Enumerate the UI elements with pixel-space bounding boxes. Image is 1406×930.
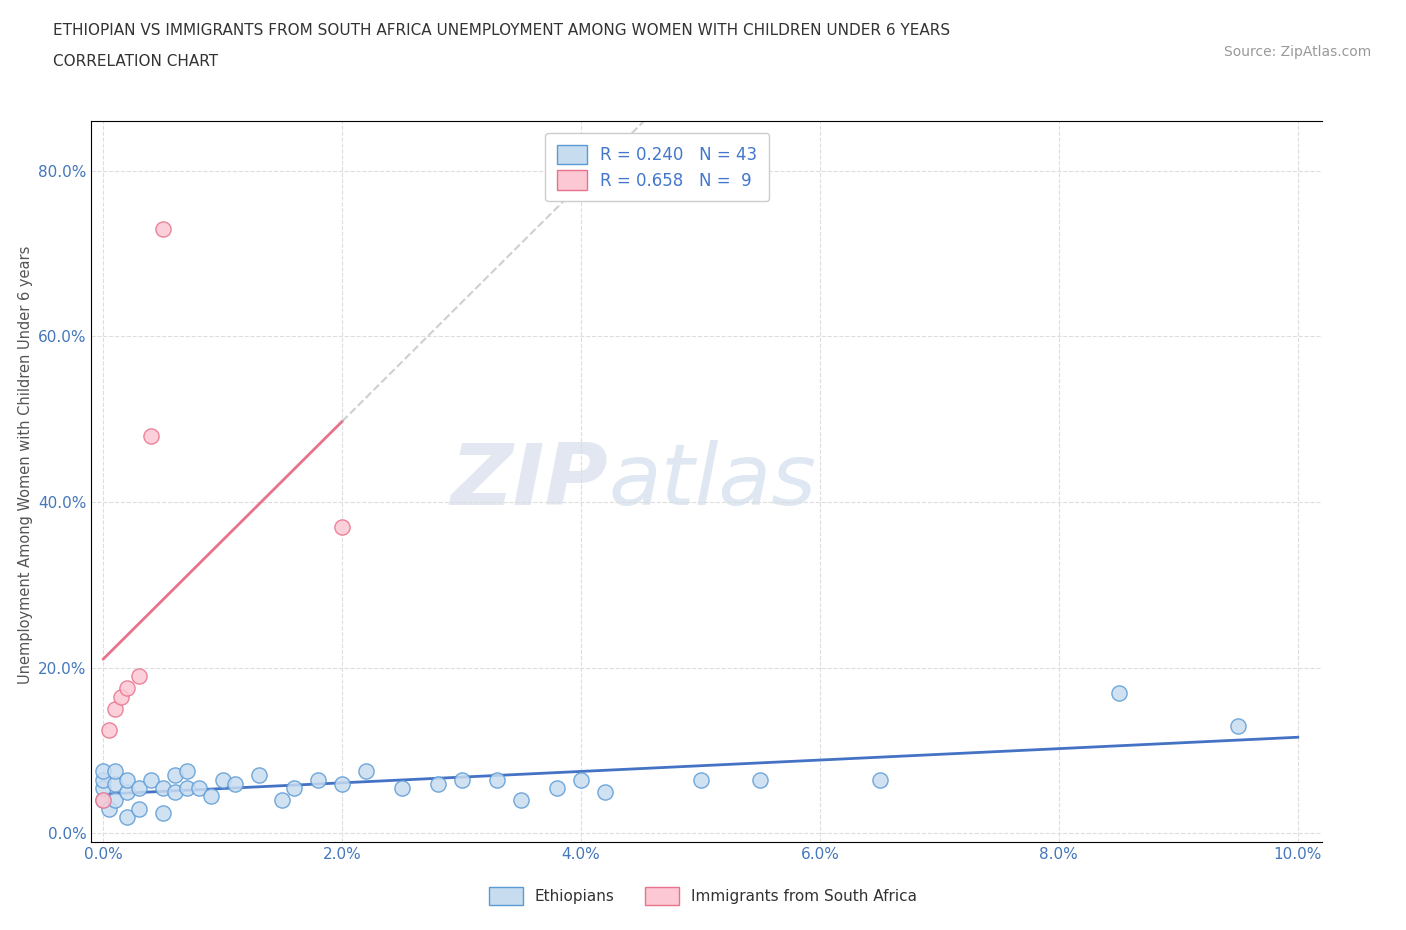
Point	[128, 801, 150, 816]
Text: ZIP: ZIP	[450, 440, 607, 523]
Point	[869, 772, 891, 787]
Point	[115, 809, 138, 824]
Point	[98, 801, 121, 816]
Point	[247, 768, 270, 783]
Point	[98, 723, 121, 737]
Text: Source: ZipAtlas.com: Source: ZipAtlas.com	[1223, 45, 1371, 59]
Point	[450, 772, 472, 787]
Point	[593, 785, 616, 800]
Text: atlas: atlas	[607, 440, 815, 523]
Point	[91, 772, 114, 787]
Point	[330, 777, 353, 791]
Point	[354, 764, 377, 778]
Point	[110, 689, 132, 704]
Point	[307, 772, 329, 787]
Point	[486, 772, 509, 787]
Point	[1108, 685, 1130, 700]
Legend: Ethiopians, Immigrants from South Africa: Ethiopians, Immigrants from South Africa	[482, 882, 924, 911]
Point	[139, 772, 162, 787]
Text: ETHIOPIAN VS IMMIGRANTS FROM SOUTH AFRICA UNEMPLOYMENT AMONG WOMEN WITH CHILDREN: ETHIOPIAN VS IMMIGRANTS FROM SOUTH AFRIC…	[53, 23, 950, 38]
Point	[152, 805, 174, 820]
Point	[211, 772, 233, 787]
Point	[115, 785, 138, 800]
Point	[91, 764, 114, 778]
Point	[91, 780, 114, 795]
Point	[104, 701, 127, 716]
Point	[187, 780, 209, 795]
Point	[152, 221, 174, 236]
Point	[546, 780, 568, 795]
Point	[569, 772, 592, 787]
Point	[152, 780, 174, 795]
Point	[104, 764, 127, 778]
Point	[391, 780, 413, 795]
Point	[176, 780, 198, 795]
Point	[91, 792, 114, 807]
Point	[115, 772, 138, 787]
Point	[128, 669, 150, 684]
Point	[271, 792, 294, 807]
Point	[91, 792, 114, 807]
Point	[128, 780, 150, 795]
Text: CORRELATION CHART: CORRELATION CHART	[53, 54, 218, 69]
Point	[139, 429, 162, 444]
Point	[224, 777, 246, 791]
Text: Unemployment Among Women with Children Under 6 years: Unemployment Among Women with Children U…	[18, 246, 32, 684]
Point	[283, 780, 305, 795]
Point	[330, 519, 353, 534]
Point	[176, 764, 198, 778]
Point	[426, 777, 449, 791]
Point	[510, 792, 533, 807]
Legend: R = 0.240   N = 43, R = 0.658   N =  9: R = 0.240 N = 43, R = 0.658 N = 9	[546, 133, 769, 201]
Point	[115, 681, 138, 696]
Point	[689, 772, 711, 787]
Point	[1227, 718, 1250, 733]
Point	[163, 785, 186, 800]
Point	[200, 789, 222, 804]
Point	[104, 777, 127, 791]
Point	[749, 772, 772, 787]
Point	[163, 768, 186, 783]
Point	[104, 792, 127, 807]
